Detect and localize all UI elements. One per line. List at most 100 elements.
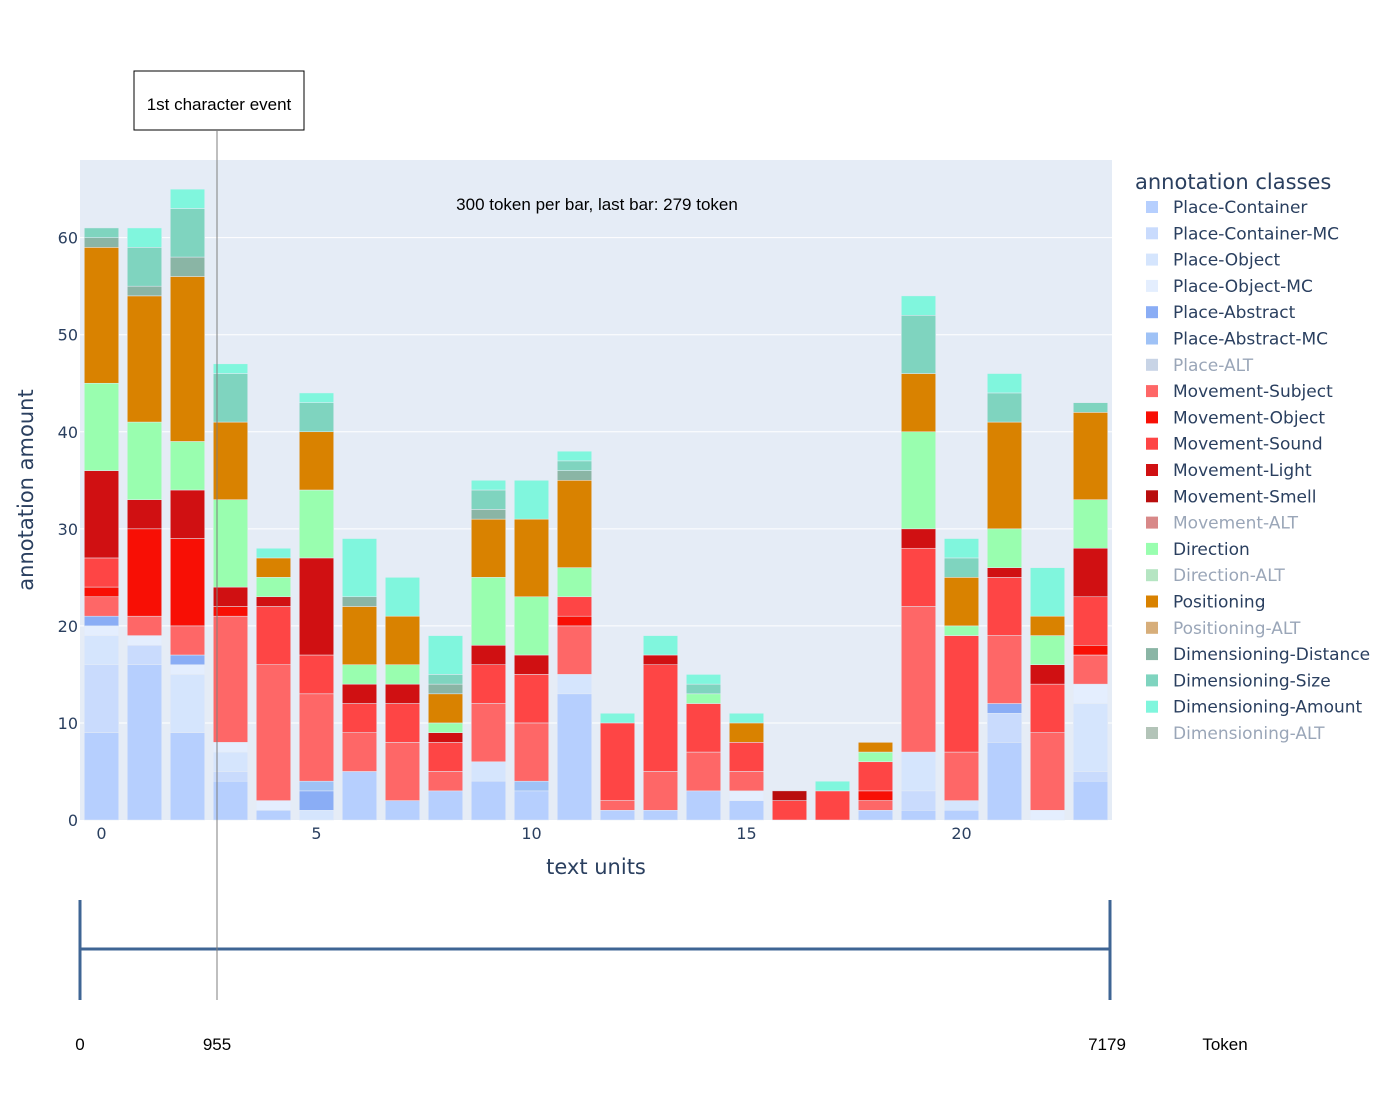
bar-segment [299,557,334,656]
bar-segment [342,703,377,733]
bar-segment [385,800,420,821]
bar-segment [170,256,205,277]
legend-label: Movement-Subject [1173,382,1333,402]
legend-item[interactable]: Place-Abstract-MC [1146,330,1328,350]
bar-segment [686,751,721,792]
legend-label: Dimensioning-Distance [1173,645,1370,665]
bar-segment [643,654,678,665]
legend-item[interactable]: Movement-Light [1146,461,1312,481]
legend-item[interactable]: Dimensioning-Distance [1146,645,1370,665]
x-axis-title: text units [546,855,646,879]
bar-segment [256,577,291,598]
bar-segment [772,790,807,801]
bar-segment [299,489,334,559]
bar-segment [84,664,119,733]
plot-area [80,160,1112,820]
x-tick-label: 20 [951,824,971,843]
bar-segment [471,664,506,704]
legend-item[interactable]: Place-Object [1146,251,1281,271]
bar-segment [557,693,592,821]
bar-segment [385,742,420,801]
bar-segment [1030,810,1065,821]
token-timeline: 0 955 7179 Token [75,900,1248,1054]
legend-item[interactable]: Place-Abstract [1146,303,1296,323]
x-tick-label: 10 [521,824,541,843]
bar-segment [84,557,119,588]
legend-item[interactable]: Dimensioning-Amount [1146,698,1363,718]
legend-item[interactable]: Dimensioning-ALT [1146,724,1325,744]
bar-segment [600,722,635,801]
bar-segment [643,664,678,772]
y-tick-label: 10 [58,714,78,733]
bar-segment [342,606,377,665]
legend-item[interactable]: Movement-Sound [1146,435,1323,455]
bar-segment [213,742,248,753]
legend-label: Place-ALT [1173,356,1254,376]
bar-segment [428,771,463,792]
bar-segment [1073,547,1108,598]
bar-segment [643,635,678,656]
legend-item[interactable]: Movement-Smell [1146,487,1316,507]
legend-item[interactable]: Movement-Object [1146,408,1325,428]
legend-item[interactable]: Movement-ALT [1146,514,1299,534]
bar-segment [256,596,291,607]
bar-segment [1073,703,1108,772]
bar-segment [901,751,936,792]
legend-item[interactable]: Movement-Subject [1146,382,1333,402]
bar-segment [557,596,592,617]
legend-label: Place-Abstract [1173,303,1296,323]
bar-segment [342,664,377,685]
bar-segment [213,780,248,821]
bar-segment [557,460,592,471]
bar-segment [514,780,549,792]
legend-label: Positioning-ALT [1173,619,1301,639]
legend-item[interactable]: Place-Container [1146,198,1307,218]
bar-segment [84,227,119,238]
bar-segment [299,810,334,821]
legend-swatch [1146,727,1158,739]
legend-swatch [1146,542,1158,555]
bar-segment [385,577,420,617]
bar-info-annotation: 300 token per bar, last bar: 279 token [456,195,738,214]
legend-item[interactable]: Place-Object-MC [1146,277,1313,297]
bar-segment [1030,567,1065,617]
legend[interactable]: Place-Container Place-Container-MC Place-O… [1146,198,1370,744]
x-tick-label: 0 [96,824,106,843]
legend-swatch [1146,569,1158,582]
bar-segment [557,615,592,627]
y-axis-title: annotation amount [14,389,38,590]
bar-segment [342,596,377,607]
bar-segment [514,654,549,675]
bar-segment [944,800,979,811]
bar-segment [643,810,678,821]
bar-segment [557,567,592,598]
bar-segment [84,382,119,471]
bar-segment [686,674,721,685]
bar-segment [686,790,721,821]
bar-segment [170,489,205,539]
legend-item[interactable]: Place-ALT [1146,356,1254,376]
bar-segment [729,790,764,801]
bar-segment [428,732,463,743]
legend-item[interactable]: Direction [1146,540,1250,560]
legend-item[interactable]: Direction-ALT [1146,566,1285,586]
legend-item[interactable]: Dimensioning-Size [1146,671,1331,691]
bar-segment [514,674,549,724]
bar-segment [127,247,162,287]
bar-segment [987,528,1022,568]
bar-segment [213,771,248,782]
bar-segment [256,800,291,811]
bar-segment [729,712,764,724]
legend-item[interactable]: Positioning-ALT [1146,619,1301,639]
legend-title: annotation classes [1135,170,1331,194]
bar-segment [213,615,248,743]
bar-segment [170,732,205,821]
bar-segment [213,499,248,588]
bar-segment [385,703,420,743]
bar-segment [84,596,119,617]
legend-item[interactable]: Place-Container-MC [1146,224,1339,244]
legend-item[interactable]: Positioning [1146,593,1265,613]
bar-segment [1073,654,1108,685]
bar-segment [557,480,592,568]
bar-segment [170,208,205,258]
